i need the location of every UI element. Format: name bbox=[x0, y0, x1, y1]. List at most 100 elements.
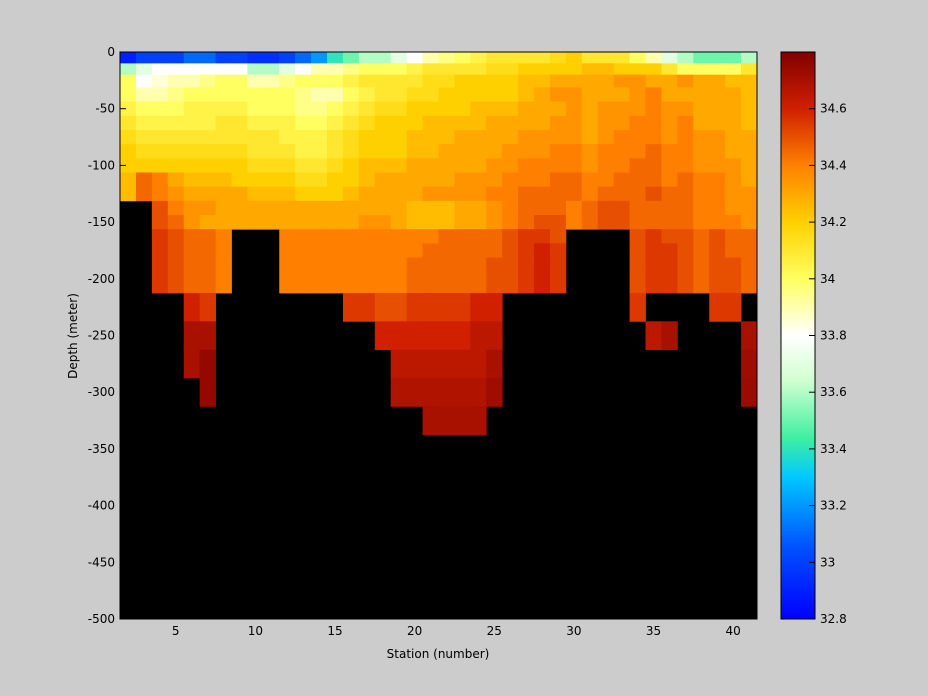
heatmap-cell bbox=[438, 101, 455, 117]
heatmap-cell bbox=[613, 186, 630, 202]
heatmap-cell bbox=[167, 115, 185, 131]
colorbar-tick-label: 34.2 bbox=[820, 215, 847, 229]
heatmap-cell bbox=[661, 74, 678, 88]
heatmap-cell bbox=[199, 215, 216, 230]
heatmap-cell bbox=[613, 115, 630, 131]
heatmap-cell bbox=[502, 257, 519, 273]
heatmap-cell bbox=[661, 321, 678, 351]
heatmap-cell bbox=[167, 158, 185, 173]
heatmap-cell bbox=[422, 243, 439, 258]
y-tick-label: 0 bbox=[107, 45, 115, 59]
heatmap-cell bbox=[327, 144, 344, 159]
x-tick-label: 5 bbox=[172, 624, 180, 638]
heatmap-cell bbox=[741, 158, 758, 173]
heatmap-cell bbox=[422, 271, 439, 294]
heatmap-cell bbox=[549, 172, 567, 188]
heatmap-cell bbox=[215, 215, 232, 230]
heatmap-cell bbox=[629, 129, 646, 145]
heatmap-cell bbox=[422, 321, 439, 351]
heatmap-cell bbox=[518, 52, 535, 64]
heatmap-cell bbox=[597, 200, 615, 216]
heatmap-cell bbox=[135, 172, 153, 188]
heatmap-cell bbox=[518, 186, 535, 202]
heatmap-cell bbox=[151, 186, 169, 202]
heatmap-cell bbox=[151, 115, 169, 131]
heatmap-cell bbox=[486, 321, 503, 351]
heatmap-cell bbox=[629, 292, 646, 322]
heatmap-cell bbox=[454, 349, 471, 379]
heatmap-cell bbox=[422, 257, 439, 273]
heatmap-cell bbox=[358, 144, 376, 159]
heatmap-cell bbox=[327, 74, 344, 88]
heatmap-cell bbox=[151, 101, 169, 117]
heatmap-cell bbox=[454, 87, 471, 103]
heatmap-cell bbox=[534, 186, 551, 202]
heatmap-cell bbox=[374, 52, 392, 64]
heatmap-cell bbox=[454, 271, 471, 294]
heatmap-cell bbox=[135, 63, 153, 76]
heatmap-cell bbox=[311, 200, 328, 216]
heatmap-cell bbox=[247, 101, 264, 117]
heatmap-cell bbox=[565, 129, 583, 145]
heatmap-cell bbox=[438, 144, 455, 159]
heatmap-cell bbox=[311, 129, 328, 145]
heatmap-cell bbox=[470, 271, 487, 294]
heatmap-cell bbox=[135, 87, 153, 103]
heatmap-cell bbox=[741, 257, 758, 273]
heatmap-cell bbox=[629, 215, 646, 230]
heatmap-cell bbox=[725, 271, 742, 294]
heatmap-cell bbox=[279, 129, 296, 145]
heatmap-cell bbox=[311, 243, 328, 258]
heatmap-cell bbox=[470, 321, 487, 351]
heatmap-cell bbox=[677, 215, 694, 230]
heatmap-cell bbox=[645, 200, 662, 216]
heatmap-cell bbox=[741, 186, 758, 202]
heatmap-cell bbox=[693, 172, 710, 188]
heatmap-cell bbox=[661, 200, 678, 216]
heatmap-cell bbox=[486, 63, 503, 76]
y-tick-label: -50 bbox=[95, 102, 115, 116]
heatmap-cell bbox=[645, 243, 662, 258]
heatmap-cell bbox=[709, 144, 726, 159]
heatmap-cell bbox=[390, 349, 408, 379]
heatmap-cell bbox=[167, 101, 185, 117]
heatmap-cell bbox=[311, 186, 328, 202]
heatmap-cell bbox=[438, 52, 455, 64]
heatmap-cell bbox=[342, 144, 360, 159]
heatmap-cell bbox=[629, 87, 646, 103]
heatmap-cell bbox=[741, 378, 758, 407]
heatmap-cell bbox=[406, 200, 423, 216]
heatmap-cell bbox=[693, 144, 710, 159]
heatmap-cell bbox=[135, 52, 153, 64]
heatmap-cell bbox=[358, 271, 376, 294]
heatmap-cell bbox=[549, 257, 567, 273]
heatmap-cell bbox=[438, 158, 455, 173]
heatmap-cell bbox=[167, 186, 185, 202]
heatmap-cell bbox=[454, 257, 471, 273]
heatmap-cell bbox=[167, 200, 185, 216]
heatmap-cell bbox=[199, 158, 216, 173]
heatmap-cell bbox=[167, 87, 185, 103]
heatmap-cell bbox=[518, 215, 535, 230]
heatmap-cell bbox=[406, 172, 423, 188]
heatmap-cell bbox=[645, 144, 662, 159]
heatmap-cell bbox=[693, 243, 710, 258]
heatmap-cell bbox=[518, 229, 535, 244]
heatmap-cell bbox=[645, 74, 662, 88]
heatmap-cell bbox=[677, 271, 694, 294]
heatmap-cell bbox=[183, 243, 201, 258]
heatmap-cell bbox=[342, 74, 360, 88]
heatmap-cell bbox=[183, 115, 201, 131]
heatmap-cell bbox=[295, 87, 312, 103]
heatmap-cell bbox=[215, 144, 232, 159]
heatmap-cell bbox=[358, 243, 376, 258]
heatmap-cell bbox=[629, 63, 646, 76]
heatmap-cell bbox=[454, 243, 471, 258]
heatmap-cell bbox=[725, 172, 742, 188]
heatmap-cell bbox=[470, 63, 487, 76]
heatmap-cell bbox=[518, 115, 535, 131]
heatmap-cell bbox=[581, 158, 599, 173]
heatmap-cell bbox=[279, 271, 296, 294]
heatmap-cell bbox=[120, 87, 137, 103]
heatmap-cell bbox=[629, 200, 646, 216]
